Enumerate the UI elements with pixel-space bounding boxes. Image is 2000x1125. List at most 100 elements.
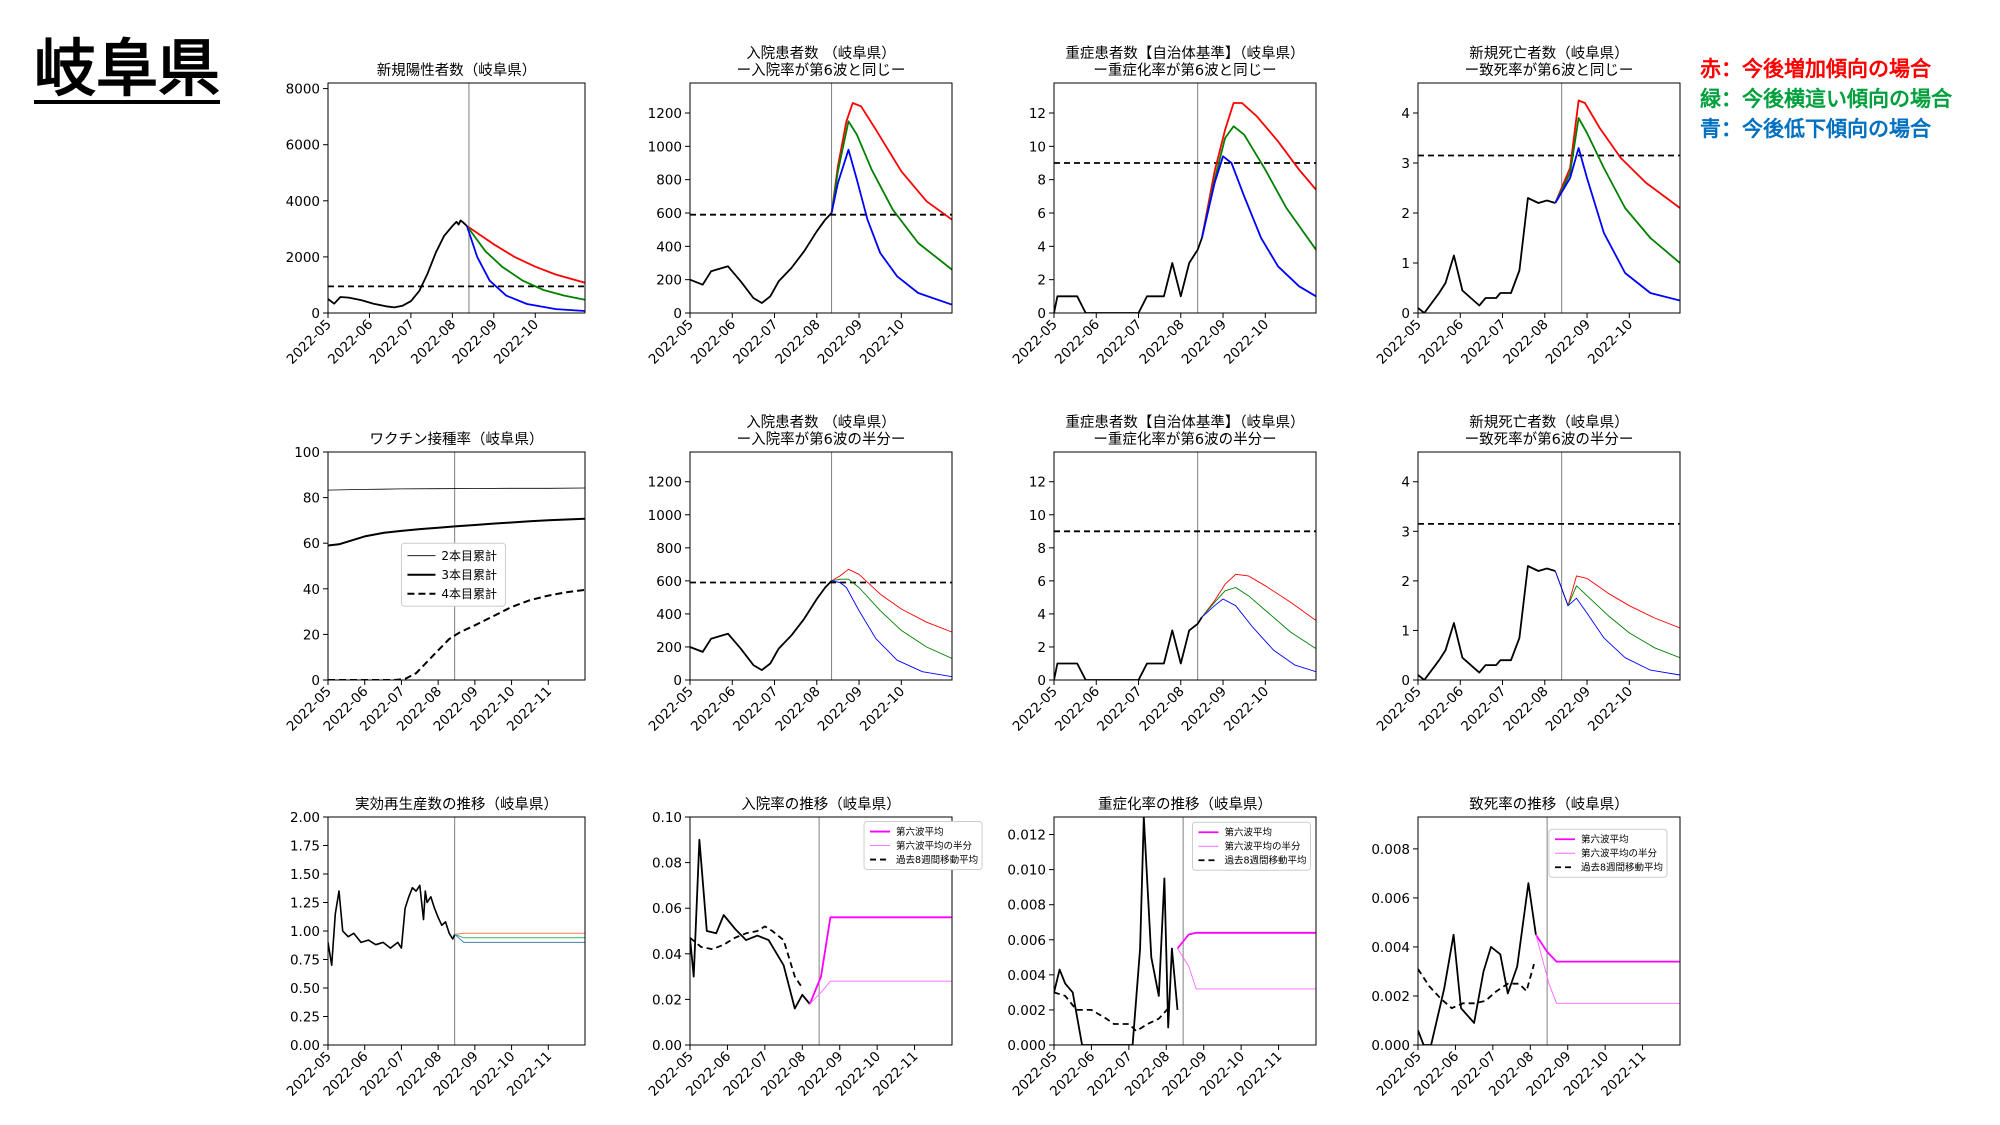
- y-tick-label: 6000: [286, 138, 320, 154]
- y-tick-label: 0: [673, 673, 682, 689]
- chart-title: 重症患者数【自治体基準】（岐阜県）: [1065, 45, 1304, 62]
- x-tick-label: 2022-05: [646, 317, 697, 368]
- axes-frame: [327, 451, 586, 681]
- chart-title: ー致死率が第6波と同じー: [1465, 61, 1634, 79]
- y-tick-label: 6: [1037, 574, 1046, 590]
- x-tick-label: 2022-06: [1416, 317, 1467, 368]
- y-tick-label: 4: [1401, 106, 1410, 122]
- plot-area: [690, 452, 952, 680]
- y-tick-label: 4: [1037, 607, 1046, 623]
- axes-frame: [689, 816, 953, 1046]
- chart-vaccination: ワクチン接種率（岐阜県）0204060801002022-052022-0620…: [284, 431, 586, 735]
- x-tick-label: 2022-05: [284, 317, 335, 368]
- y-tick-label: 1: [1401, 256, 1410, 272]
- series-line-3: [1201, 155, 1316, 298]
- y-tick-label: 0.08: [652, 856, 682, 872]
- x-tick-label: 2022-08: [1136, 684, 1187, 735]
- y-tick-label: 0.00: [290, 1038, 320, 1054]
- plot-area: [1418, 452, 1680, 680]
- x-tick-label: 2022-10: [1221, 317, 1272, 368]
- series-line-3: [466, 225, 585, 312]
- y-tick-label: 0: [1401, 673, 1410, 689]
- y-tick-label: 1000: [648, 139, 682, 155]
- y-tick-label: 2000: [286, 250, 320, 266]
- x-tick-label: 2022-10: [1585, 684, 1636, 735]
- y-tick-label: 60: [303, 536, 320, 552]
- x-tick-label: 2022-06: [688, 317, 739, 368]
- x-tick-label: 2022-07: [1458, 684, 1509, 735]
- x-tick-label: 2022-07: [1094, 317, 1145, 368]
- legend-label: 第六波平均: [896, 826, 944, 838]
- legend-label: 3本目累計: [441, 567, 497, 582]
- y-tick-label: 400: [656, 239, 682, 255]
- chart-title: 重症患者数【自治体基準】（岐阜県）: [1065, 414, 1304, 431]
- y-tick-label: 0.010: [1007, 863, 1046, 879]
- y-tick-label: 800: [656, 541, 682, 557]
- chart-title: 致死率の推移（岐阜県）: [1469, 796, 1629, 813]
- series-line-2: [1201, 125, 1316, 251]
- y-tick-label: 0.25: [290, 1010, 320, 1026]
- legend-label: 第六波平均: [1581, 834, 1629, 846]
- y-tick-label: 20: [303, 627, 320, 643]
- series-line-3: [809, 980, 952, 1005]
- series-line-2: [1201, 587, 1316, 649]
- axes-frame: [689, 82, 953, 314]
- y-tick-label: 0: [1401, 306, 1410, 322]
- series-line-0: [328, 487, 585, 491]
- y-tick-label: 2: [1037, 273, 1046, 289]
- scenario-legend: 赤：今後増加傾向の場合 緑：今後横這い傾向の場合 青：今後低下傾向の場合: [1700, 54, 1952, 144]
- scenario-legend-blue: 青：今後低下傾向の場合: [1700, 117, 1931, 141]
- series-line-3: [1554, 570, 1680, 676]
- y-tick-label: 0.50: [290, 981, 320, 997]
- x-tick-label: 2022-07: [1458, 317, 1509, 368]
- plot-area: [690, 83, 952, 313]
- series-line-1: [466, 225, 585, 284]
- series-line-3: [830, 148, 952, 306]
- plot-area: [328, 817, 585, 1045]
- series-line-0: [328, 219, 468, 309]
- chart-title: 重症化率の推移（岐阜県）: [1098, 796, 1272, 813]
- y-tick-label: 0.002: [1371, 989, 1410, 1005]
- y-tick-label: 12: [1029, 475, 1046, 491]
- y-tick-label: 0.002: [1007, 1003, 1046, 1019]
- chart-rt: 実効再生産数の推移（岐阜県） 0.00 0.25 0.50 0.75 1.00 1.25 1.…: [284, 796, 586, 1100]
- series-line-0: [328, 884, 456, 967]
- series-line-2: [831, 578, 952, 659]
- x-tick-label: 2022-09: [449, 317, 500, 368]
- series-line-1: [831, 568, 952, 633]
- scenario-legend-green: 緑：今後横這い傾向の場合: [1700, 87, 1952, 111]
- x-tick-label: 2022-07: [730, 317, 781, 368]
- series-line-0: [1054, 817, 1179, 1045]
- chart-hosp-rate: 入院率の推移（岐阜県）0.000.020.040.060.080.102022-…: [646, 796, 983, 1100]
- axes-frame: [327, 816, 586, 1046]
- y-tick-label: 800: [656, 173, 682, 189]
- y-tick-label: 1.50: [290, 867, 320, 883]
- x-tick-label: 2022-09: [1179, 317, 1230, 368]
- series-line-0: [690, 838, 811, 1010]
- plot-area: [1054, 817, 1316, 1045]
- series-line-2: [466, 225, 585, 301]
- y-tick-label: 1.25: [290, 896, 320, 912]
- chart-hosp-half: 入院患者数 （岐阜県）ー入院率が第6波の半分ー 0 200 400 600 800 1000…: [646, 414, 953, 735]
- y-tick-label: 0: [673, 306, 682, 322]
- series-line-1: [1054, 991, 1171, 1032]
- y-tick-label: 0: [311, 673, 320, 689]
- y-tick-label: 0.000: [1371, 1038, 1410, 1054]
- series-line-1: [1554, 570, 1680, 629]
- chart-hosp-same: 入院患者数 （岐阜県）ー入院率が第6波と同じー 0 200 400 600 800 1000…: [646, 45, 953, 368]
- y-tick-label: 10: [1029, 139, 1046, 155]
- series-line-2: [454, 933, 585, 939]
- x-tick-label: 2022-06: [325, 317, 376, 368]
- chart-severe-same: 重症患者数【自治体基準】（岐阜県）ー重症化率が第6波と同じー 0 2 4 6 8 10 12 2…: [1010, 45, 1317, 368]
- legend-label: 2本目累計: [441, 548, 497, 563]
- y-tick-label: 0.000: [1007, 1038, 1046, 1054]
- y-tick-label: 1200: [648, 475, 682, 491]
- y-tick-label: 600: [656, 574, 682, 590]
- y-tick-label: 1000: [648, 508, 682, 524]
- x-tick-label: 2022-09: [815, 317, 866, 368]
- y-tick-label: 0.04: [652, 947, 682, 963]
- legend-label: 4本目累計: [441, 586, 497, 601]
- y-tick-label: 3: [1401, 156, 1410, 172]
- y-tick-label: 2: [1401, 206, 1410, 222]
- x-tick-label: 2022-09: [1543, 684, 1594, 735]
